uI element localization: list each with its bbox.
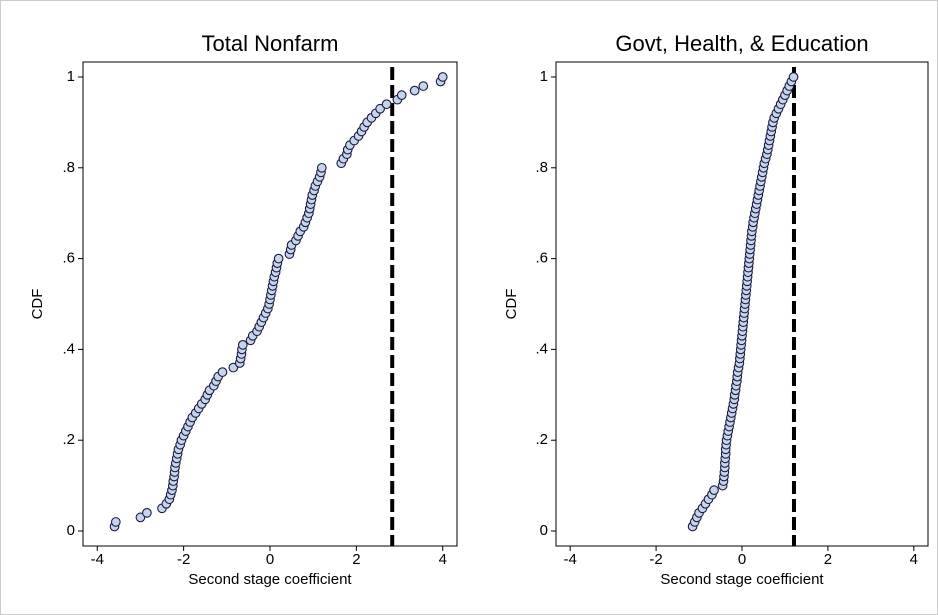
y-tick-label: .2 (62, 431, 75, 448)
chart-title: Govt, Health, & Education (615, 31, 868, 56)
x-tick-label: -4 (91, 551, 104, 568)
data-point (273, 253, 284, 264)
x-tick-label: -2 (177, 551, 190, 568)
y-tick-label: 0 (67, 522, 75, 539)
x-tick-label: -4 (564, 551, 577, 568)
x-tick-label: 4 (439, 551, 447, 568)
y-axis-label: CDF (503, 289, 520, 320)
x-tick-label: -2 (649, 551, 662, 568)
x-axis-label: Second stage coefficient (188, 571, 352, 588)
x-axis-label: Second stage coefficient (660, 571, 824, 588)
data-point (237, 340, 248, 350)
y-tick-label: .4 (62, 340, 75, 357)
y-tick-label: .4 (535, 340, 548, 357)
data-point (418, 81, 429, 91)
data-point (788, 72, 799, 82)
x-tick-label: 4 (910, 551, 918, 568)
data-point (110, 517, 121, 527)
data-point (381, 99, 392, 110)
data-point (228, 362, 239, 373)
x-tick-label: 0 (738, 551, 746, 568)
x-tick-label: 2 (824, 551, 832, 568)
data-point (409, 85, 420, 96)
y-tick-label: 1 (67, 68, 75, 85)
y-axis-label: CDF (29, 289, 46, 320)
data-point (316, 162, 327, 173)
y-tick-label: .2 (535, 431, 548, 448)
y-tick-label: .8 (62, 159, 75, 176)
x-tick-label: 0 (266, 551, 274, 568)
x-tick-label: 2 (352, 551, 360, 568)
y-tick-label: 1 (540, 68, 548, 85)
y-tick-label: 0 (540, 522, 548, 539)
data-point (375, 103, 385, 114)
y-tick-label: .6 (62, 250, 75, 267)
data-point (135, 512, 146, 523)
data-point (217, 367, 228, 377)
data-point (709, 485, 719, 496)
chart-title: Total Nonfarm (202, 31, 339, 56)
data-point (437, 72, 448, 82)
data-point (142, 508, 152, 518)
y-tick-label: .6 (535, 250, 548, 267)
y-tick-label: .8 (535, 159, 548, 176)
data-point (396, 90, 407, 100)
